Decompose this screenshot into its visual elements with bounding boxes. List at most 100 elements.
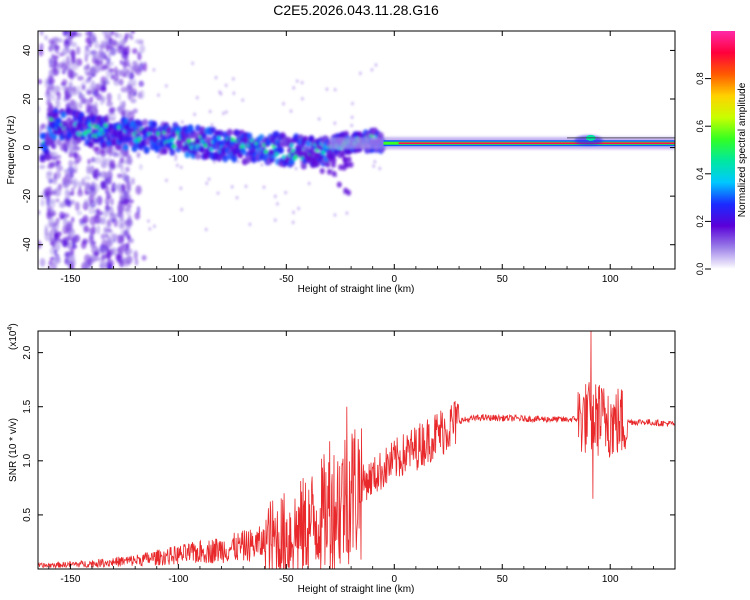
noise-blob bbox=[84, 48, 91, 58]
tail-blob bbox=[338, 164, 344, 171]
noise-blob bbox=[300, 80, 304, 85]
noise-blob bbox=[51, 93, 56, 101]
y-tick-label: -40 bbox=[22, 237, 33, 252]
noise-blob bbox=[232, 91, 236, 95]
noise-blob bbox=[50, 198, 56, 204]
noise-blob bbox=[125, 166, 130, 173]
noise-blob bbox=[55, 45, 60, 55]
noise-blob bbox=[345, 211, 349, 215]
x-tick-label: 50 bbox=[497, 574, 509, 585]
ridge-core-blob bbox=[171, 144, 177, 149]
noise-blob bbox=[222, 111, 225, 116]
noise-blob bbox=[126, 68, 130, 74]
noise-blob bbox=[129, 71, 135, 81]
y-tick-label: 1.5 bbox=[22, 399, 33, 413]
noise-blob bbox=[92, 90, 99, 97]
ridge-blob bbox=[234, 129, 241, 137]
noise-blob bbox=[51, 241, 56, 249]
noise-blob bbox=[125, 242, 130, 248]
noise-blob bbox=[44, 35, 48, 41]
noise-blob bbox=[262, 185, 266, 189]
noise-blob bbox=[83, 199, 89, 206]
noise-blob bbox=[89, 215, 97, 226]
noise-blob bbox=[333, 213, 337, 217]
noise-blob bbox=[284, 190, 287, 195]
noise-blob bbox=[370, 68, 374, 72]
noise-blob bbox=[116, 152, 123, 158]
noise-blob bbox=[68, 223, 72, 229]
noise-blob bbox=[135, 185, 142, 195]
noise-blob bbox=[89, 66, 95, 76]
snr-series-line bbox=[38, 331, 675, 569]
ridge-blob bbox=[217, 130, 224, 138]
spectrogram-x-ticks: -150 -100 -50 0 50 100 bbox=[48, 31, 676, 285]
noise-blob bbox=[134, 39, 141, 44]
noise-blob bbox=[106, 239, 113, 249]
noise-blob bbox=[118, 223, 125, 230]
ridge-blob bbox=[51, 133, 58, 141]
tail-blob bbox=[314, 152, 320, 159]
ridge-blob bbox=[246, 132, 253, 140]
noise-blob bbox=[46, 85, 50, 95]
noise-blob bbox=[81, 84, 86, 91]
noise-blob bbox=[58, 52, 65, 57]
tail-blob bbox=[300, 150, 306, 157]
noise-blob bbox=[39, 31, 44, 36]
snr-frame bbox=[37, 330, 676, 570]
spectrogram-tone-line bbox=[329, 134, 675, 150]
noise-blob bbox=[92, 50, 97, 57]
noise-blob bbox=[115, 253, 121, 261]
noise-blob bbox=[91, 157, 97, 163]
ridge-blob bbox=[119, 123, 126, 131]
noise-blob bbox=[38, 48, 44, 57]
colorbar-tick-label: 0.6 bbox=[695, 120, 705, 133]
noise-blob bbox=[68, 83, 73, 92]
tail-blob bbox=[331, 157, 337, 164]
noise-blob bbox=[248, 222, 252, 226]
noise-blob bbox=[76, 46, 81, 55]
noise-blob bbox=[276, 202, 279, 206]
noise-blob bbox=[133, 79, 137, 87]
noise-blob bbox=[48, 260, 53, 266]
noise-blob bbox=[125, 154, 131, 159]
noise-blob bbox=[359, 71, 362, 75]
tail-blob bbox=[326, 168, 332, 175]
noise-blob bbox=[100, 180, 106, 190]
noise-blob bbox=[118, 49, 122, 54]
noise-blob bbox=[105, 202, 109, 212]
noise-blob bbox=[86, 164, 91, 175]
noise-blob bbox=[126, 218, 133, 227]
noise-blob bbox=[80, 241, 87, 250]
ridge-blob bbox=[140, 139, 147, 147]
noise-blob bbox=[46, 205, 53, 212]
spectrogram-y-ticks: -40 -20 0 20 40 bbox=[22, 44, 675, 252]
ridge-blob bbox=[111, 138, 118, 146]
ridge-core-blob bbox=[230, 137, 235, 142]
noise-blob bbox=[86, 183, 91, 190]
noise-blob bbox=[174, 157, 177, 161]
noise-blob bbox=[113, 73, 119, 82]
noise-blob bbox=[106, 100, 113, 107]
noise-blob bbox=[97, 171, 102, 178]
ridge-blob bbox=[40, 132, 47, 140]
noise-blob bbox=[61, 79, 68, 86]
noise-blob bbox=[38, 210, 41, 215]
noise-blob bbox=[235, 196, 239, 200]
noise-blob bbox=[66, 47, 71, 54]
noise-blob bbox=[116, 163, 122, 169]
noise-blob bbox=[49, 237, 55, 242]
spectrogram-x-axis-label: Height of straight line (km) bbox=[298, 284, 415, 295]
noise-blob bbox=[38, 139, 41, 144]
ridge-core-blob bbox=[263, 149, 269, 154]
noise-blob bbox=[48, 217, 55, 227]
noise-blob bbox=[61, 240, 69, 247]
noise-blob bbox=[116, 185, 122, 193]
noise-blob bbox=[100, 233, 106, 240]
noise-blob bbox=[350, 115, 354, 119]
noise-blob bbox=[49, 85, 55, 92]
noise-blob bbox=[124, 32, 129, 41]
noise-blob bbox=[181, 120, 184, 124]
x-tick-label: -50 bbox=[279, 274, 294, 285]
tail-blob bbox=[336, 181, 342, 188]
noise-blob bbox=[49, 247, 55, 256]
